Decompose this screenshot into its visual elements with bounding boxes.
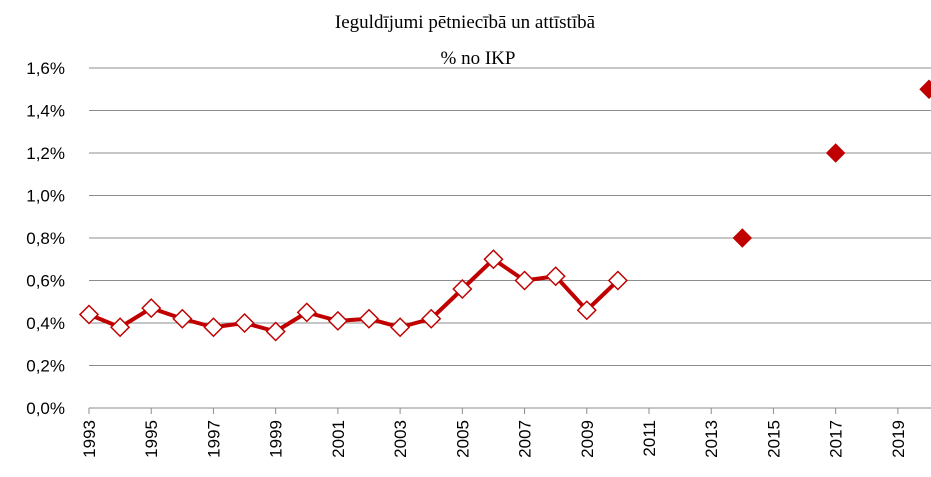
- x-tick-label: 2011: [640, 420, 659, 457]
- y-tick-label: 1,4%: [26, 102, 65, 121]
- x-tick-label: 2015: [764, 420, 783, 458]
- data-point: [390, 317, 411, 338]
- x-tick-label: 2003: [391, 420, 410, 458]
- data-point: [825, 143, 846, 163]
- x-tick-label: 2001: [329, 420, 348, 458]
- y-tick-label: 1,0%: [26, 187, 65, 206]
- data-point: [576, 300, 597, 321]
- data-point: [607, 270, 628, 291]
- data-point: [545, 266, 566, 287]
- data-point: [732, 228, 753, 248]
- y-tick-label: 0,6%: [26, 272, 65, 291]
- data-point: [919, 79, 931, 99]
- data-point: [514, 270, 535, 291]
- data-point: [78, 304, 100, 325]
- x-tick-label: 2019: [889, 420, 908, 458]
- x-tick-label: 2007: [516, 420, 535, 458]
- x-tick-label: 1997: [204, 420, 223, 458]
- y-tick-label: 0,8%: [26, 229, 65, 248]
- y-tick-label: 1,6%: [26, 59, 65, 78]
- data-point: [358, 308, 380, 329]
- chart-subtitle: % no IKP: [441, 48, 516, 69]
- data-point: [421, 308, 442, 329]
- x-tick-label: 2013: [702, 420, 721, 458]
- data-point: [172, 308, 193, 329]
- x-tick-label: 2005: [453, 420, 472, 458]
- data-point: [141, 298, 162, 319]
- data-point: [265, 321, 286, 342]
- x-tick-label: 1995: [142, 420, 161, 458]
- data-point: [203, 317, 224, 338]
- y-tick-label: 0,2%: [26, 357, 65, 376]
- y-tick-label: 1,2%: [26, 144, 65, 163]
- chart-title: Ieguldījumi pētniecībā un attīstībā: [335, 12, 596, 33]
- data-point: [483, 249, 504, 270]
- x-tick-label: 2009: [578, 420, 597, 458]
- data-point: [296, 302, 317, 323]
- series-line: [88, 257, 620, 334]
- data-point: [234, 312, 255, 334]
- y-tick-label: 0,0%: [26, 399, 65, 418]
- data-point: [110, 317, 131, 338]
- data-point: [327, 310, 348, 331]
- x-tick-label: 2017: [827, 420, 846, 458]
- x-tick-label: 1993: [80, 420, 99, 458]
- data-point: [452, 278, 473, 300]
- x-tick-label: 1999: [267, 420, 286, 458]
- y-tick-label: 0,4%: [26, 314, 65, 333]
